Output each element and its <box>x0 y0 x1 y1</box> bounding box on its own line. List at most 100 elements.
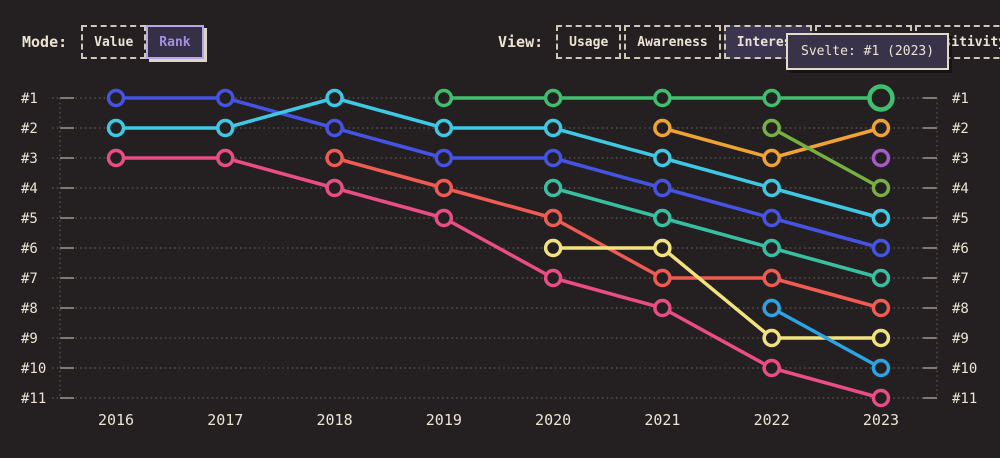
line-cyan <box>114 96 883 220</box>
y-axis-label-left-#5: #5 <box>21 211 38 227</box>
data-point-yellow-2021[interactable] <box>653 238 672 258</box>
x-axis-label-2019: 2019 <box>426 411 462 429</box>
y-axis-label-right-#5: #5 <box>952 211 969 227</box>
x-axis-label-2022: 2022 <box>754 411 790 429</box>
mode-toggle-group: Mode: Value Rank <box>22 25 204 59</box>
mode-button-rank[interactable]: Rank <box>146 25 204 59</box>
mode-label: Mode: <box>22 33 68 51</box>
data-point-pink-2022[interactable] <box>762 358 781 378</box>
data-point-yellow-2023[interactable] <box>871 328 891 348</box>
data-point-blue-2018[interactable] <box>325 118 344 138</box>
data-point-olive-green-2022[interactable] <box>762 118 781 138</box>
data-point-cyan-2020[interactable] <box>543 118 563 138</box>
y-axis-label-left-#6: #6 <box>21 241 38 257</box>
y-axis-label-left-#11: #11 <box>21 391 46 407</box>
data-point-blue-2020[interactable] <box>543 148 563 168</box>
data-point-Svelte-2022[interactable] <box>762 88 781 108</box>
data-point-blue-2022[interactable] <box>762 208 781 228</box>
y-axis-label-right-#9: #9 <box>952 331 969 347</box>
mode-button-value[interactable]: Value <box>81 25 147 59</box>
data-point-pink-2019[interactable] <box>434 208 454 228</box>
data-point-salmon-2019[interactable] <box>434 178 454 198</box>
data-point-Svelte-2021[interactable] <box>653 88 672 108</box>
y-axis-label-right-#11: #11 <box>952 391 977 407</box>
data-point-orange-2023[interactable] <box>871 118 891 138</box>
data-point-salmon-2018[interactable] <box>325 148 344 168</box>
data-point-teal-2021[interactable] <box>653 208 672 228</box>
data-point-pink-2017[interactable] <box>216 148 235 168</box>
data-point-cyan-2023[interactable] <box>871 208 891 228</box>
data-point-orange-2022[interactable] <box>762 148 781 168</box>
x-axis-label-2018: 2018 <box>316 411 352 429</box>
y-axis-label-right-#2: #2 <box>952 121 969 137</box>
data-point-sky-blue-2023[interactable] <box>871 358 891 378</box>
data-point-blue-2019[interactable] <box>434 148 454 168</box>
data-point-purple-2023[interactable] <box>871 148 891 168</box>
data-point-salmon-2022[interactable] <box>762 268 781 288</box>
data-point-teal-2022[interactable] <box>762 238 781 258</box>
data-point-cyan-2017[interactable] <box>216 118 235 138</box>
chart-area: #1 #1 #2 #2 #3 #3 #4 #4 #5 #5 #6 #6 #7 #7 #8 #8 #9 #9 #10 #… <box>0 80 1000 458</box>
y-axis-label-right-#3: #3 <box>952 151 969 167</box>
view-button-usage[interactable]: Usage <box>556 25 622 59</box>
line-salmon <box>332 156 883 310</box>
data-point-yellow-2022[interactable] <box>762 328 781 348</box>
rank-chart: #1 #1 #2 #2 #3 #3 #4 #4 #5 #5 #6 #6 #7 #7 #8 #8 #9 #9 #10 #… <box>21 84 977 429</box>
data-point-pink-2020[interactable] <box>543 268 563 288</box>
data-point-sky-blue-2022[interactable] <box>762 298 781 318</box>
x-axis-label-2023: 2023 <box>863 411 899 429</box>
tooltip-text: Svelte: #1 (2023) <box>801 44 935 59</box>
data-point-pink-2018[interactable] <box>325 178 344 198</box>
data-point-blue-2017[interactable] <box>216 88 235 108</box>
data-point-yellow-2020[interactable] <box>543 238 563 258</box>
x-axis-label-2020: 2020 <box>535 411 571 429</box>
data-point-pink-2023[interactable] <box>871 388 891 408</box>
y-axis-label-left-#8: #8 <box>21 301 38 317</box>
y-axis-label-right-#10: #10 <box>952 361 977 377</box>
data-point-cyan-2022[interactable] <box>762 178 781 198</box>
data-point-cyan-2016[interactable] <box>106 118 126 138</box>
y-axis-label-left-#3: #3 <box>21 151 38 167</box>
line-teal <box>551 186 883 280</box>
tooltip: Svelte: #1 (2023) <box>786 33 950 70</box>
data-point-salmon-2023[interactable] <box>871 298 891 318</box>
data-point-teal-2023[interactable] <box>871 268 891 288</box>
data-point-blue-2023[interactable] <box>871 238 891 258</box>
y-axis-label-right-#4: #4 <box>952 181 969 197</box>
line-olive-green <box>769 126 883 190</box>
line-blue <box>114 96 883 250</box>
y-axis-label-left-#7: #7 <box>21 271 38 287</box>
data-point-olive-green-2023[interactable] <box>871 178 891 198</box>
y-axis-label-right-#8: #8 <box>952 301 969 317</box>
y-axis-label-left-#2: #2 <box>21 121 38 137</box>
y-axis-label-right-#6: #6 <box>952 241 969 257</box>
line-pink <box>114 156 883 400</box>
data-point-cyan-2019[interactable] <box>434 118 454 138</box>
y-axis-label-right-#7: #7 <box>952 271 969 287</box>
x-axis-label-2017: 2017 <box>207 411 243 429</box>
data-point-blue-2016[interactable] <box>106 88 126 108</box>
y-axis-label-left-#1: #1 <box>21 91 38 107</box>
y-axis-label-right-#1: #1 <box>952 91 969 107</box>
data-point-cyan-2018[interactable] <box>325 88 344 108</box>
x-axis-label-2016: 2016 <box>98 411 134 429</box>
data-point-teal-2020[interactable] <box>543 178 563 198</box>
data-point-blue-2021[interactable] <box>653 178 672 198</box>
data-point-salmon-2020[interactable] <box>543 208 563 228</box>
data-point-pink-2021[interactable] <box>653 298 672 318</box>
view-label: View: <box>498 33 544 51</box>
y-axis-label-left-#9: #9 <box>21 331 38 347</box>
data-point-Svelte-2023[interactable] <box>867 84 895 112</box>
data-point-Svelte-2020[interactable] <box>543 88 563 108</box>
data-point-pink-2016[interactable] <box>106 148 126 168</box>
data-point-orange-2021[interactable] <box>653 118 672 138</box>
data-point-Svelte-2019[interactable] <box>434 88 454 108</box>
view-button-awareness[interactable]: Awareness <box>624 25 721 59</box>
y-axis-label-left-#10: #10 <box>21 361 46 377</box>
data-point-cyan-2021[interactable] <box>653 148 672 168</box>
data-point-salmon-2021[interactable] <box>653 268 672 288</box>
x-axis-label-2021: 2021 <box>644 411 680 429</box>
line-sky-blue <box>769 306 883 370</box>
y-axis-label-left-#4: #4 <box>21 181 38 197</box>
